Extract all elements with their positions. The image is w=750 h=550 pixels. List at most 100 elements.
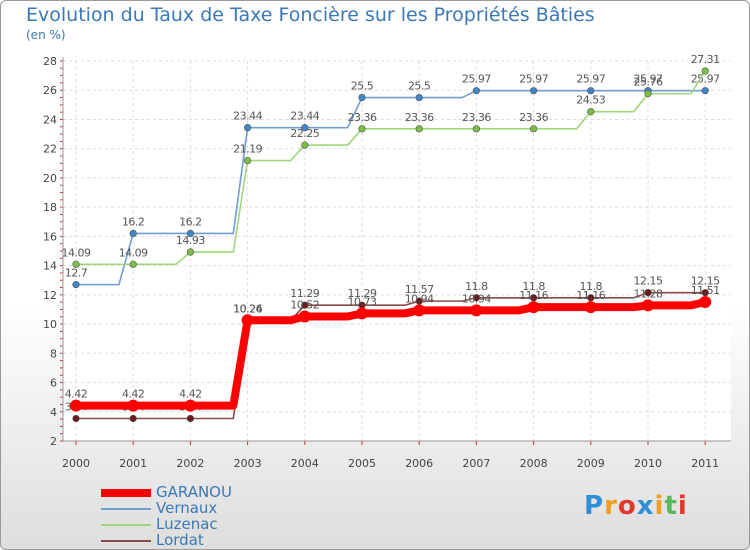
- data-label-garanou: 4.42: [65, 388, 88, 401]
- data-point-garanou: [470, 304, 483, 317]
- x-tick-label: 2003: [234, 457, 262, 470]
- data-point-luzenac: [301, 141, 309, 149]
- plot-area: [63, 61, 731, 441]
- x-tick-label: 2008: [520, 457, 548, 470]
- data-label-luzenac: 21.19: [233, 143, 262, 156]
- data-point-lordat: [129, 414, 137, 423]
- data-label-lordat: 11.29: [348, 287, 377, 300]
- data-label-luzenac: 14.09: [119, 246, 148, 259]
- x-tick-label: 2010: [634, 457, 662, 470]
- data-label-vernaux: 25.97: [576, 73, 605, 86]
- data-point-luzenac: [244, 156, 252, 165]
- data-label-luzenac: 23.36: [462, 111, 491, 124]
- data-label-garanou: 11.28: [634, 287, 663, 300]
- data-point-vernaux: [244, 124, 252, 132]
- legend-item-lordat: Lordat: [101, 531, 301, 549]
- data-point-luzenac: [529, 125, 538, 133]
- data-label-vernaux: 23.44: [233, 110, 262, 123]
- data-point-garanou: [127, 399, 140, 412]
- data-label-vernaux: 25.97: [462, 73, 491, 86]
- data-point-luzenac: [701, 67, 709, 75]
- data-label-luzenac: 14.93: [176, 234, 205, 247]
- x-tick-label: 2006: [405, 457, 433, 470]
- data-label-vernaux: 12.7: [65, 267, 88, 280]
- y-tick-label: 16: [43, 230, 57, 243]
- logo-letter: r: [604, 491, 618, 521]
- data-point-vernaux: [129, 229, 137, 238]
- y-tick-label: 4: [50, 406, 57, 419]
- data-point-vernaux: [415, 93, 423, 102]
- data-point-garanou: [413, 304, 426, 317]
- data-label-lordat: 11.57: [405, 283, 434, 296]
- data-point-luzenac: [644, 90, 652, 98]
- x-tick-label: 2005: [348, 457, 376, 470]
- data-point-garanou: [642, 299, 654, 312]
- legend-item-garanou: GARANOU: [101, 483, 301, 501]
- x-tick-label: 2000: [62, 457, 90, 470]
- legend-label: Vernaux: [156, 499, 218, 517]
- y-tick-label: 20: [43, 172, 57, 185]
- data-point-lordat: [644, 289, 652, 297]
- data-point-lordat: [529, 294, 538, 302]
- logo-letter: x: [636, 491, 655, 521]
- data-point-luzenac: [129, 260, 137, 268]
- x-tick-label: 2007: [462, 457, 490, 470]
- y-tick-label: 12: [43, 289, 57, 302]
- legend-swatch: [101, 508, 151, 510]
- y-tick-label: 28: [43, 55, 57, 68]
- data-point-vernaux: [358, 93, 366, 102]
- data-point-luzenac: [186, 248, 194, 256]
- logo-letter: P: [584, 491, 605, 521]
- series-line-luzenac: [76, 70, 706, 266]
- data-point-garanou: [70, 399, 82, 412]
- y-tick-label: 10: [43, 318, 57, 331]
- data-label-luzenac: 25.76: [634, 76, 663, 89]
- data-label-lordat: 12.15: [691, 275, 720, 288]
- legend-label: Luzenac: [156, 515, 218, 533]
- data-point-luzenac: [72, 260, 80, 268]
- y-tick-label: 26: [43, 84, 57, 97]
- x-tick-label: 2004: [291, 457, 319, 470]
- x-tick-label: 2002: [176, 457, 204, 470]
- data-label-luzenac: 27.31: [691, 53, 720, 66]
- data-point-lordat: [587, 294, 595, 302]
- data-point-lordat: [472, 294, 481, 302]
- data-point-luzenac: [358, 125, 366, 133]
- legend-item-luzenac: Luzenac: [101, 515, 301, 533]
- data-point-luzenac: [587, 108, 595, 116]
- legend-label: GARANOU: [156, 483, 232, 501]
- data-label-luzenac: 24.53: [576, 94, 605, 107]
- data-label-luzenac: 23.36: [405, 111, 434, 124]
- legend-swatch: [101, 489, 151, 497]
- data-label-luzenac: 14.09: [62, 246, 91, 259]
- data-point-lordat: [72, 414, 80, 423]
- data-point-vernaux: [72, 281, 80, 289]
- data-label-garanou: 4.42: [179, 388, 202, 401]
- data-label-vernaux: 25.97: [634, 73, 663, 86]
- series-line-vernaux: [76, 89, 706, 286]
- data-point-vernaux: [701, 87, 709, 95]
- data-point-garanou: [584, 301, 597, 314]
- data-label-lordat: 11.8: [465, 280, 488, 293]
- data-label-garanou: 10.94: [405, 292, 434, 305]
- y-tick-label: 22: [43, 143, 57, 156]
- logo-letter: i: [677, 491, 688, 521]
- y-tick-label: 24: [43, 113, 57, 126]
- data-label-garanou: 11.16: [519, 289, 548, 302]
- data-label-lordat: 10.24: [233, 303, 262, 316]
- data-point-lordat: [701, 289, 709, 297]
- data-label-vernaux: 25.5: [408, 80, 431, 93]
- legend: GARANOU Vernaux Luzenac Lordat: [101, 483, 301, 549]
- data-point-garanou: [184, 399, 197, 412]
- proxiti-logo: Proxiti: [584, 491, 688, 521]
- legend-swatch: [101, 540, 151, 542]
- data-label-vernaux: 25.97: [519, 73, 548, 86]
- data-label-vernaux: 23.44: [290, 110, 319, 123]
- data-point-lordat: [186, 414, 194, 423]
- data-point-lordat: [301, 301, 309, 309]
- chart-title: Evolution du Taux de Taxe Foncière sur l…: [26, 4, 595, 26]
- x-tick-label: 2011: [691, 457, 719, 470]
- logo-letter: i: [654, 491, 665, 521]
- y-tick-label: 14: [43, 260, 57, 273]
